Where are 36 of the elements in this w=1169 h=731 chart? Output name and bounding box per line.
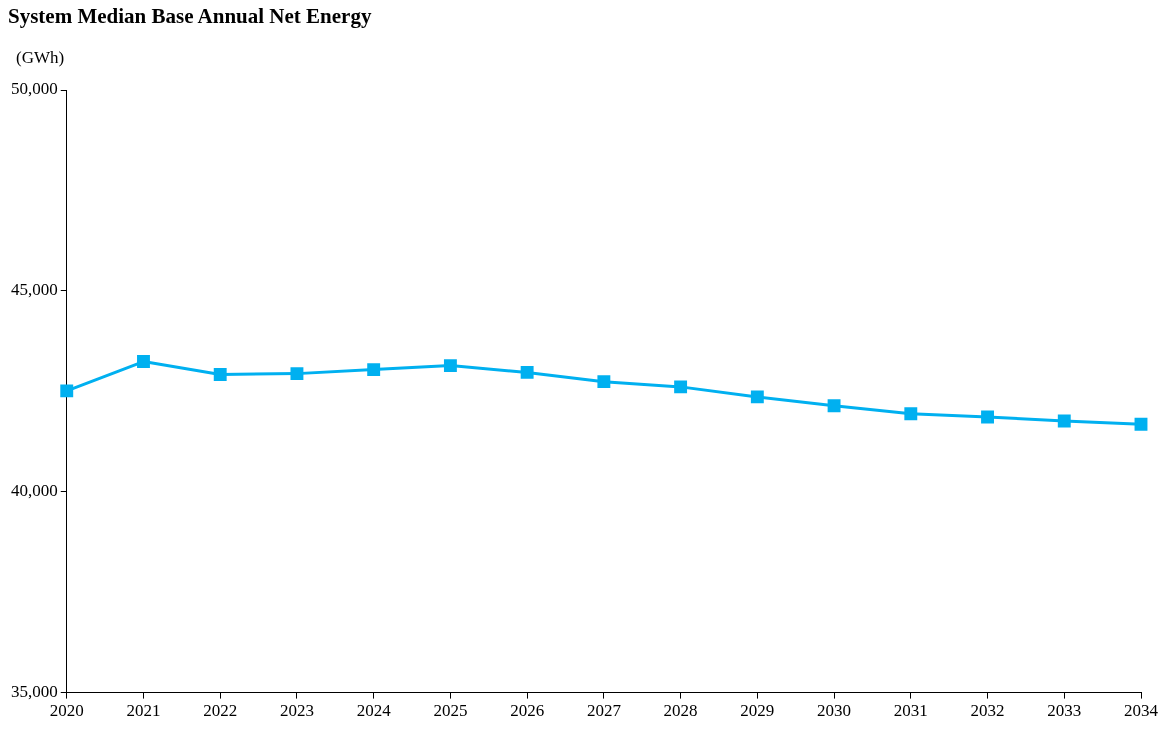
x-tick-label: 2027: [586, 701, 622, 721]
point: [981, 410, 994, 424]
x-tick-label: 2031: [893, 701, 928, 721]
point: [290, 367, 304, 381]
point: [674, 380, 688, 394]
x-tick-label: 2021: [126, 701, 161, 721]
y-tick-label: 50,000: [11, 79, 58, 99]
point: [1057, 414, 1071, 428]
point: [904, 407, 918, 421]
point: [1134, 417, 1148, 431]
point: [367, 363, 381, 377]
point: [137, 355, 150, 369]
point: [597, 375, 611, 389]
x-tick-label: 2025: [433, 701, 468, 721]
x-tick-label: 2033: [1047, 701, 1082, 721]
point: [213, 367, 227, 381]
x-tick-label: 2022: [203, 701, 238, 721]
point: [443, 359, 457, 373]
x-tick-label: 2032: [970, 701, 1005, 721]
y-tick-label: 45,000: [11, 280, 58, 300]
x-tick-label: 2026: [510, 701, 545, 721]
x-tick-label: 2028: [663, 701, 698, 721]
x-tick-label: 2029: [740, 701, 775, 721]
point: [827, 399, 841, 413]
y-tick-label: 40,000: [11, 481, 58, 501]
x-tick-label: 2030: [817, 701, 852, 721]
x-tick-label: 2024: [356, 701, 392, 721]
point: [750, 390, 764, 404]
x-tick-label: 2023: [279, 701, 314, 721]
y-axis-title: (GWh): [16, 48, 65, 68]
x-tick-label: 2020: [49, 701, 84, 721]
chart-title: System Median Base Annual Net Energy: [8, 4, 372, 29]
point: [520, 365, 534, 379]
y-tick-label: 35,000: [11, 682, 58, 702]
x-tick-label: 2034: [1124, 701, 1159, 721]
point: [60, 384, 74, 398]
